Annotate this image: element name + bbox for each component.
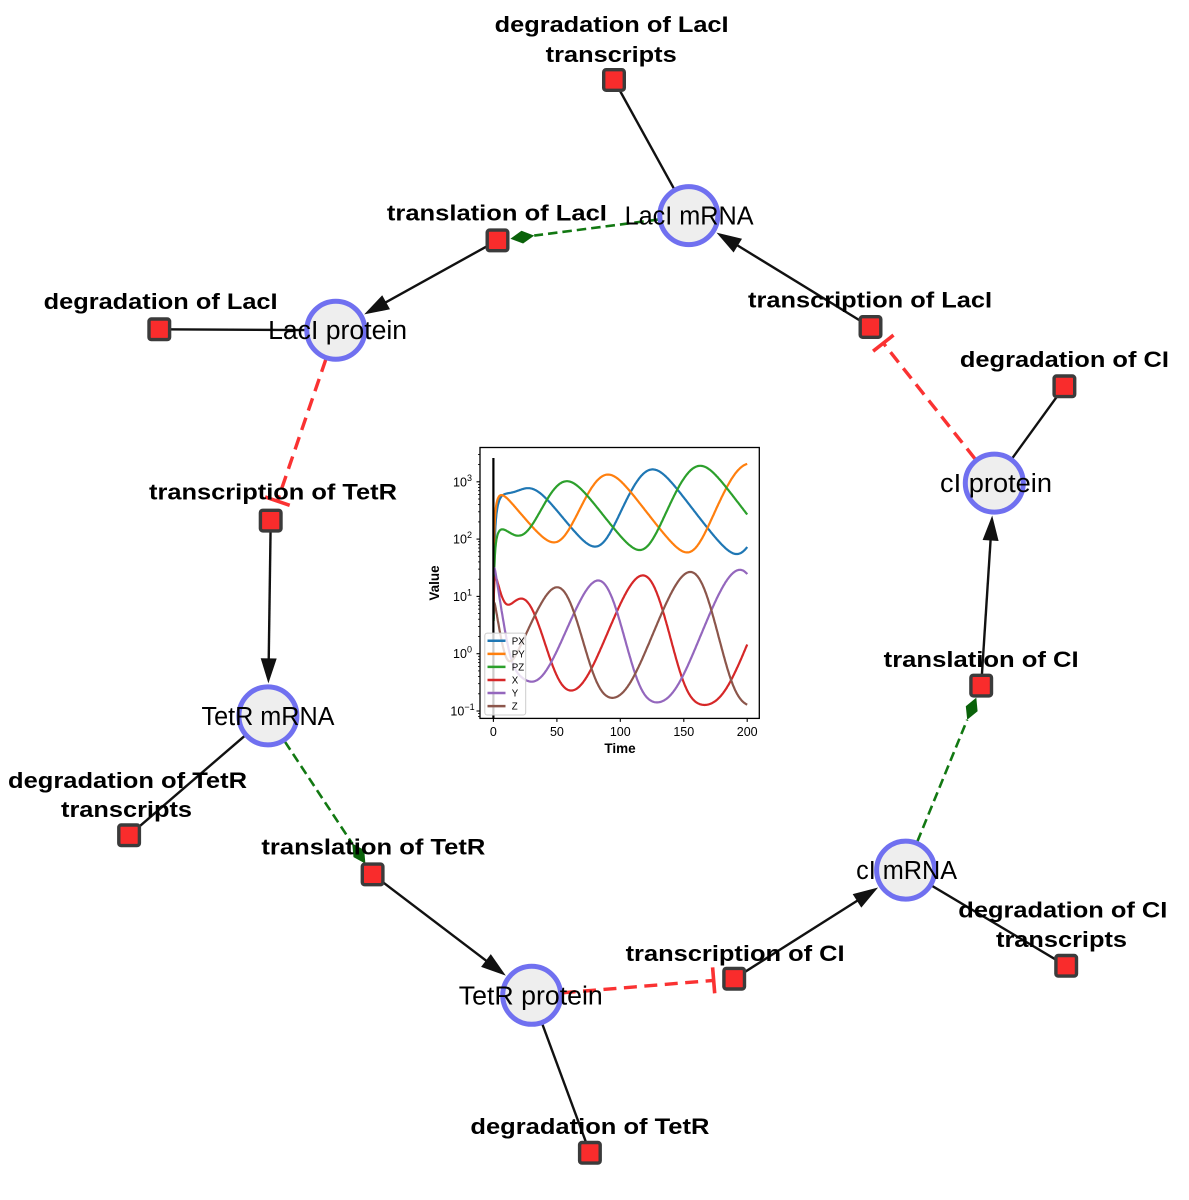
- svg-text:PZ: PZ: [512, 662, 524, 673]
- svg-text:TetR protein: TetR protein: [459, 982, 603, 1010]
- svg-text:PX: PX: [512, 636, 525, 647]
- svg-text:TetR mRNA: TetR mRNA: [202, 703, 335, 731]
- svg-text:transcription of CI: transcription of CI: [626, 941, 845, 966]
- svg-text:cI protein: cI protein: [940, 470, 1052, 498]
- svg-text:Value: Value: [427, 565, 442, 601]
- svg-text:degradation of LacI: degradation of LacI: [44, 289, 278, 314]
- svg-text:X: X: [512, 676, 519, 687]
- svg-text:100: 100: [610, 725, 631, 739]
- svg-text:degradation of LacI: degradation of LacI: [495, 12, 729, 37]
- svg-text:translation of CI: translation of CI: [884, 647, 1079, 672]
- svg-text:degradation of CI: degradation of CI: [958, 898, 1167, 923]
- svg-text:0: 0: [490, 725, 497, 739]
- svg-text:transcription of TetR: transcription of TetR: [149, 480, 397, 505]
- svg-text:transcripts: transcripts: [996, 927, 1127, 952]
- svg-text:LacI mRNA: LacI mRNA: [625, 203, 754, 231]
- svg-text:degradation of TetR: degradation of TetR: [470, 1114, 709, 1139]
- svg-text:transcripts: transcripts: [546, 42, 677, 67]
- svg-text:translation of LacI: translation of LacI: [387, 201, 607, 226]
- svg-text:transcripts: transcripts: [61, 797, 192, 822]
- svg-text:transcription of LacI: transcription of LacI: [748, 288, 992, 313]
- svg-text:150: 150: [673, 725, 694, 739]
- svg-text:degradation of CI: degradation of CI: [960, 347, 1169, 372]
- svg-text:200: 200: [737, 725, 758, 739]
- svg-text:50: 50: [550, 725, 564, 739]
- svg-text:Z: Z: [512, 702, 518, 713]
- svg-text:PY: PY: [512, 649, 525, 660]
- svg-text:cI mRNA: cI mRNA: [856, 857, 957, 885]
- svg-text:LacI protein: LacI protein: [268, 317, 407, 345]
- svg-text:degradation of TetR: degradation of TetR: [8, 768, 247, 793]
- svg-text:Time: Time: [604, 741, 636, 756]
- svg-text:translation of TetR: translation of TetR: [261, 835, 485, 860]
- svg-text:Y: Y: [512, 689, 519, 700]
